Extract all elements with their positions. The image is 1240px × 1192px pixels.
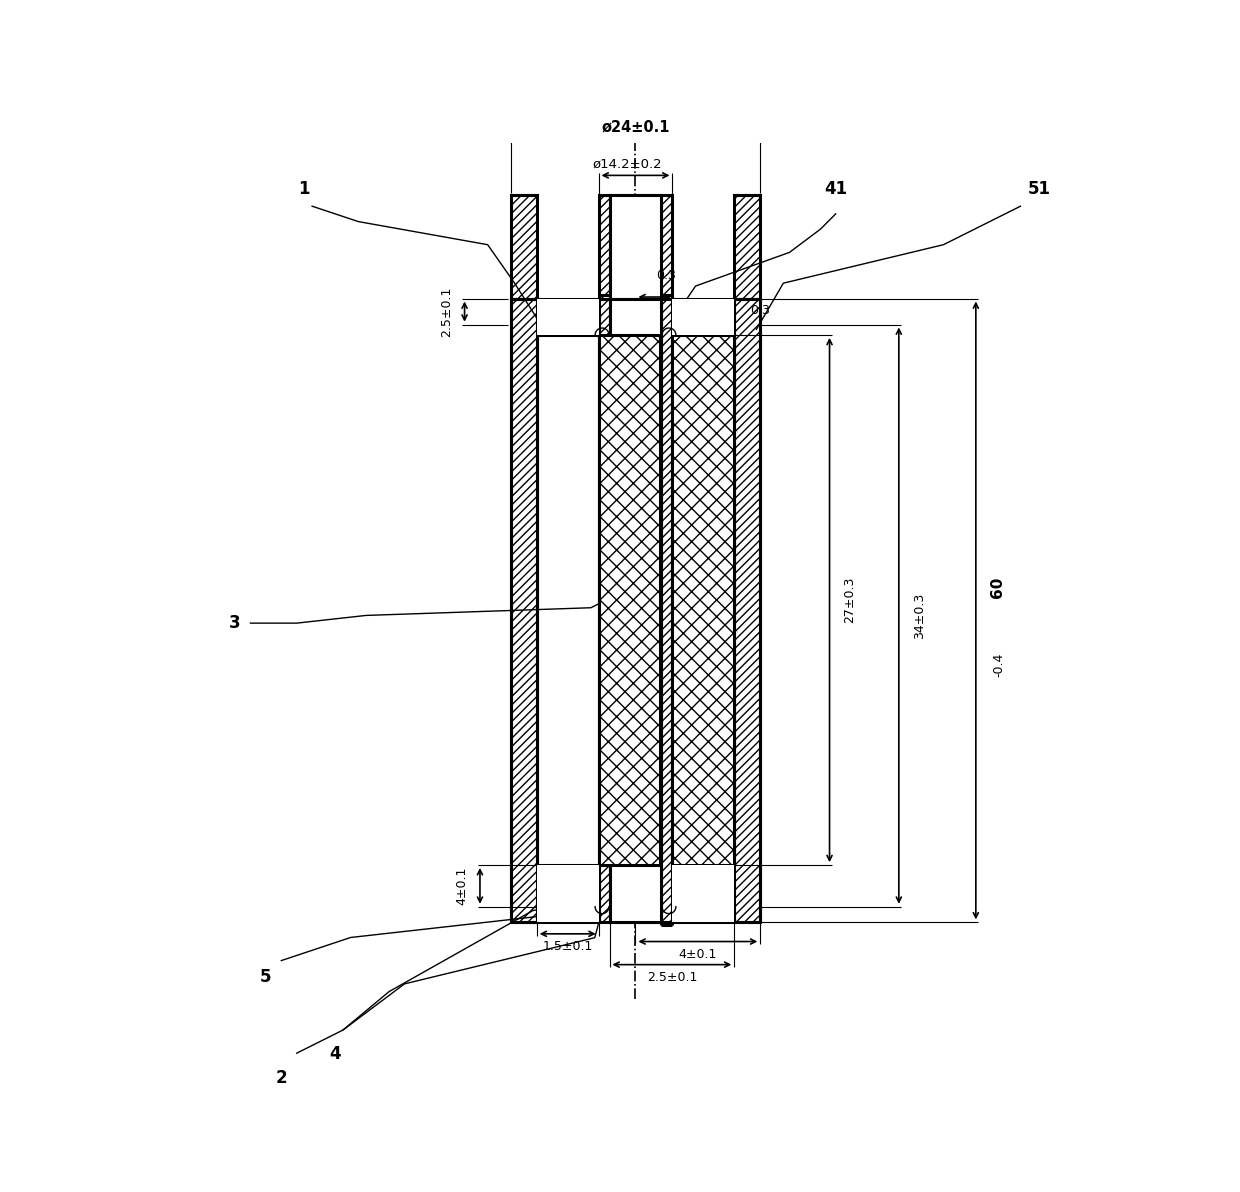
Bar: [734, 194, 760, 298]
Text: 4±0.1: 4±0.1: [455, 867, 469, 905]
Bar: [511, 298, 537, 923]
Bar: [599, 335, 661, 865]
Text: 5: 5: [260, 968, 272, 986]
Bar: [672, 298, 734, 335]
Text: 34±0.3: 34±0.3: [913, 592, 926, 639]
Text: 0.3: 0.3: [656, 268, 676, 281]
Text: 2: 2: [275, 1068, 288, 1087]
Text: 1.5±0.1: 1.5±0.1: [542, 940, 593, 952]
Text: 0.3: 0.3: [750, 304, 770, 317]
Text: 41: 41: [825, 180, 847, 199]
Bar: [537, 298, 599, 335]
Text: 60: 60: [990, 577, 1004, 598]
Bar: [610, 194, 661, 298]
Bar: [661, 298, 672, 923]
Text: 51: 51: [1028, 180, 1052, 199]
Text: 27±0.3: 27±0.3: [843, 577, 857, 623]
Text: 4: 4: [330, 1045, 341, 1063]
Bar: [599, 194, 610, 298]
Text: 4±0.1: 4±0.1: [678, 948, 717, 961]
Bar: [511, 194, 537, 298]
Text: 2.5±0.1: 2.5±0.1: [440, 286, 453, 337]
Text: ø14.2±0.2: ø14.2±0.2: [593, 157, 662, 170]
Bar: [661, 194, 672, 298]
Bar: [599, 298, 610, 923]
Bar: [537, 865, 599, 923]
Text: 1: 1: [299, 180, 310, 199]
Bar: [672, 335, 734, 865]
Text: ø24±0.1: ø24±0.1: [601, 119, 670, 135]
Text: 3: 3: [229, 614, 241, 632]
Bar: [672, 865, 734, 923]
Text: -0.4: -0.4: [993, 652, 1006, 677]
Text: 2.5±0.1: 2.5±0.1: [647, 970, 697, 983]
Bar: [734, 298, 760, 923]
Text: 1±0.1: 1±0.1: [548, 299, 587, 312]
Bar: [610, 298, 661, 923]
